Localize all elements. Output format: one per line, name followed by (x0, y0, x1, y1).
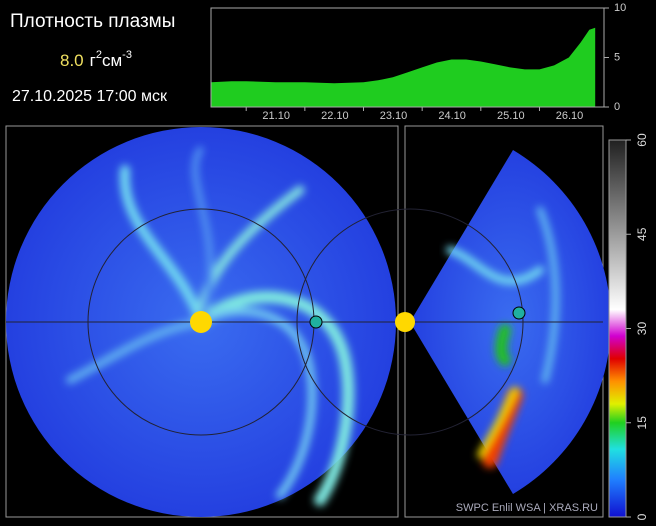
colorbar-tick-label: 45 (635, 227, 649, 241)
x-tick-label: 26.10 (556, 110, 584, 122)
earth (512, 306, 526, 320)
x-tick-label: 24.10 (438, 110, 466, 122)
x-tick-label: 21.10 (262, 110, 290, 122)
y-tick-label: 0 (614, 101, 620, 113)
density-area (211, 27, 596, 107)
sun (395, 312, 415, 332)
colorbar-tick-label: 15 (635, 416, 649, 430)
density-chart: 0 5 10 21.10 22.10 23.10 24.10 25.10 26.10 (210, 2, 626, 122)
colorbar-tick-label: 60 (635, 133, 649, 147)
y-tick-label: 10 (614, 2, 626, 14)
earth (309, 315, 323, 329)
spiral-arms (66, 146, 355, 506)
x-tick-label: 22.10 (321, 110, 349, 122)
datetime: 27.10.2025 17:00 мск (12, 88, 168, 105)
colorbar (608, 139, 627, 518)
x-tick-label: 23.10 (380, 110, 408, 122)
x-tick-label: 25.10 (497, 110, 525, 122)
colorbar-tick-label: 30 (635, 322, 649, 336)
y-tick-label: 5 (614, 51, 620, 63)
credit: SWPC Enlil WSA | XRAS.RU (456, 502, 598, 514)
reading: 8.0 г2см-3 (60, 49, 132, 71)
colorbar-tick-label: 0 (635, 513, 649, 520)
title: Плотность плазмы (10, 11, 175, 32)
meridian-structures (446, 206, 560, 468)
colorbar-ticks: 0 15 30 45 60 (626, 133, 649, 520)
sun (190, 311, 212, 333)
